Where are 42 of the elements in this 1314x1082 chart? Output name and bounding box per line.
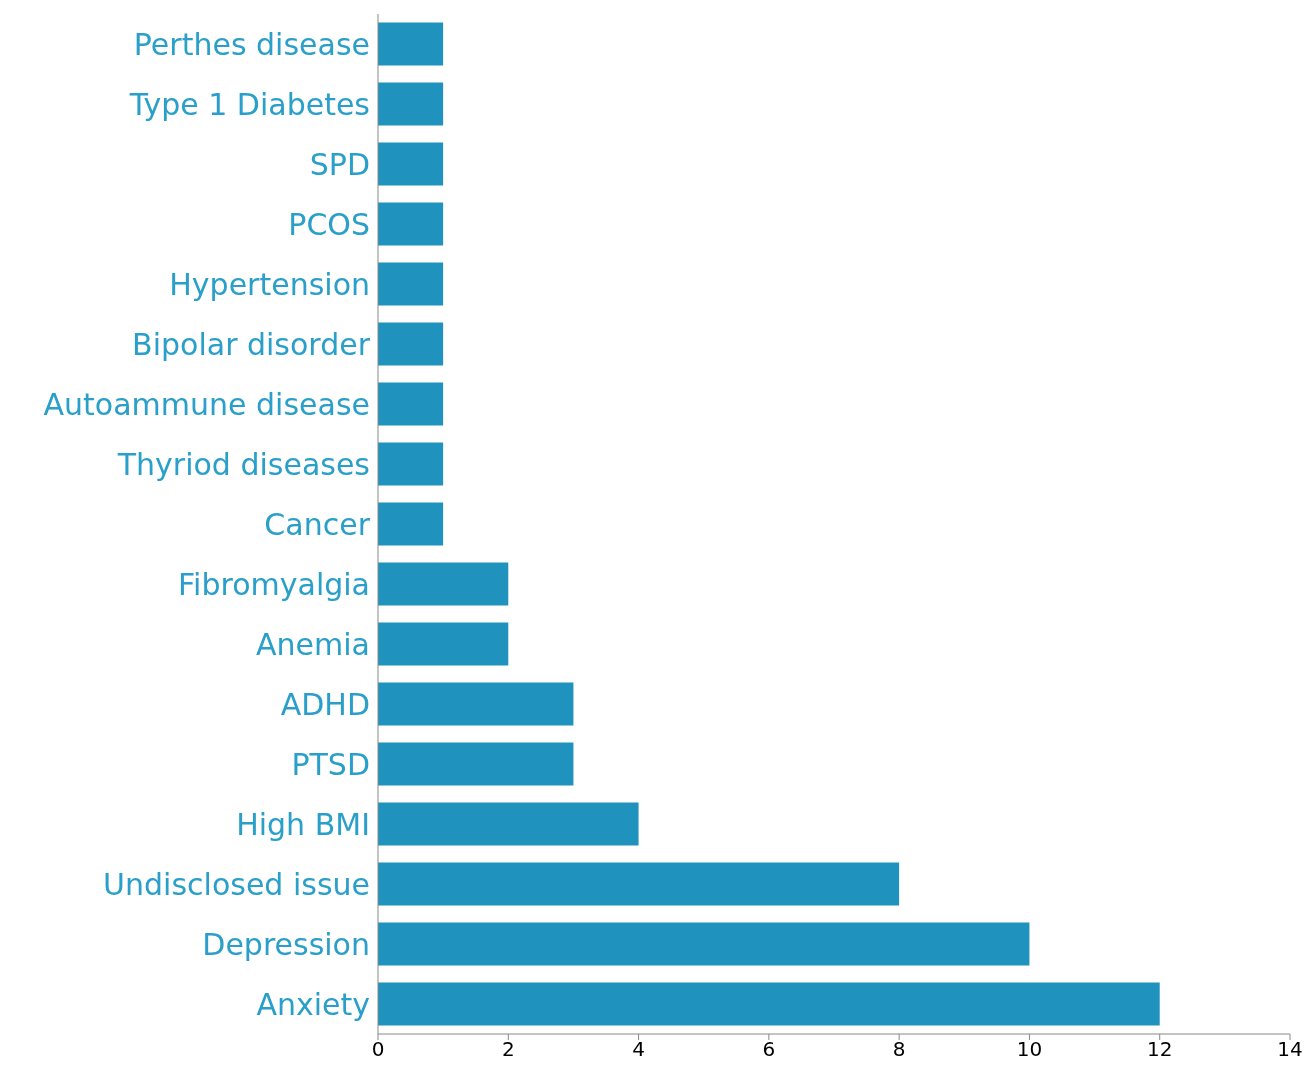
bar: [378, 622, 509, 666]
y-tick-label: Perthes disease: [133, 26, 370, 62]
x-tick-label: 6: [762, 1037, 776, 1062]
y-tick-label: Bipolar disorder: [132, 326, 371, 362]
bar: [378, 742, 574, 786]
y-tick-label: Anxiety: [256, 986, 370, 1022]
bar: [378, 82, 444, 126]
bar: [378, 562, 509, 606]
y-tick-label: High BMI: [236, 806, 370, 842]
bar: [378, 142, 444, 186]
y-tick-label: ADHD: [280, 686, 370, 722]
y-tick-label: Fibromyalgia: [178, 566, 370, 602]
bar: [378, 202, 444, 246]
bar: [378, 262, 444, 306]
bar: [378, 802, 639, 846]
bar: [378, 322, 444, 366]
bar: [378, 922, 1030, 966]
x-tick-label: 0: [371, 1037, 385, 1062]
x-tick-label: 14: [1277, 1037, 1303, 1062]
y-tick-label: Autoammune disease: [43, 386, 370, 422]
x-tick-label: 8: [892, 1037, 906, 1062]
bar: [378, 862, 900, 906]
x-tick-label: 12: [1146, 1037, 1173, 1062]
y-tick-label: SPD: [309, 146, 370, 182]
y-tick-label: Cancer: [264, 506, 371, 542]
bar: [378, 22, 444, 66]
bar: [378, 502, 444, 546]
x-tick-label: 10: [1016, 1037, 1043, 1062]
y-tick-label: PCOS: [288, 206, 370, 242]
y-tick-label: Hypertension: [169, 266, 370, 302]
y-tick-label: PTSD: [291, 746, 370, 782]
bar: [378, 442, 444, 486]
x-tick-label: 4: [632, 1037, 645, 1062]
y-tick-label: Undisclosed issue: [103, 866, 370, 902]
bar: [378, 382, 444, 426]
x-tick-label: 2: [501, 1037, 515, 1062]
bar: [378, 982, 1160, 1026]
y-tick-label: Type 1 Diabetes: [128, 86, 370, 122]
y-tick-label: Depression: [202, 926, 370, 962]
bar: [378, 682, 574, 726]
y-tick-label: Anemia: [256, 626, 370, 662]
y-tick-label: Thyriod diseases: [116, 446, 370, 482]
